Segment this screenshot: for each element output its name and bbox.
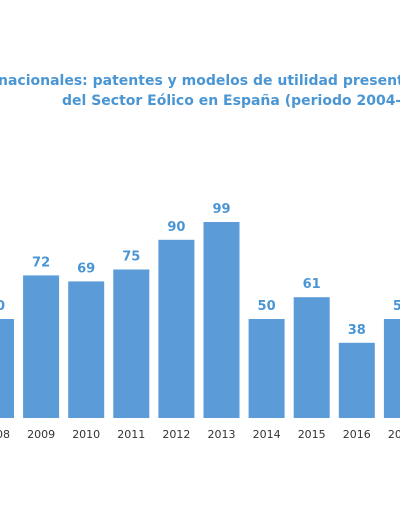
bar-2015 <box>293 297 330 418</box>
bar-2011 <box>113 269 150 418</box>
data-label-2017: 50 <box>393 299 400 314</box>
x-tick-label-2012: 2012 <box>162 428 190 441</box>
data-label-2010: 69 <box>77 261 95 276</box>
chart-title-line-2: del Sector Eólico en España (periodo 200… <box>62 93 400 109</box>
data-label-2008: 50 <box>0 299 5 314</box>
x-tick-label-2009: 2009 <box>27 428 55 441</box>
x-tick-label-2008: 2008 <box>0 428 10 441</box>
data-label-2011: 75 <box>122 250 140 265</box>
data-label-2012: 90 <box>167 220 185 235</box>
bar-2016 <box>338 342 375 418</box>
bar-2014 <box>248 319 285 418</box>
bar-2017 <box>383 319 400 418</box>
data-label-2014: 50 <box>258 299 276 314</box>
x-tick-label-2015: 2015 <box>298 428 326 441</box>
bar-2012 <box>158 239 195 418</box>
x-tick-label-2011: 2011 <box>117 428 145 441</box>
bar-2010 <box>68 281 105 418</box>
x-tick-label-2013: 2013 <box>208 428 236 441</box>
data-label-2015: 61 <box>303 277 321 292</box>
chart-title-line-1: nacionales: patentes y modelos de utilid… <box>0 73 400 89</box>
x-tick-label-2017: 2017 <box>388 428 400 441</box>
data-label-2009: 72 <box>32 255 50 270</box>
bar-2009 <box>23 275 60 418</box>
x-tick-label-2010: 2010 <box>72 428 100 441</box>
bar-2013 <box>203 222 240 418</box>
data-label-2016: 38 <box>348 323 366 338</box>
x-tick-label-2014: 2014 <box>253 428 281 441</box>
data-label-2013: 99 <box>212 202 230 217</box>
bar-2008 <box>0 319 14 418</box>
x-tick-label-2016: 2016 <box>343 428 371 441</box>
